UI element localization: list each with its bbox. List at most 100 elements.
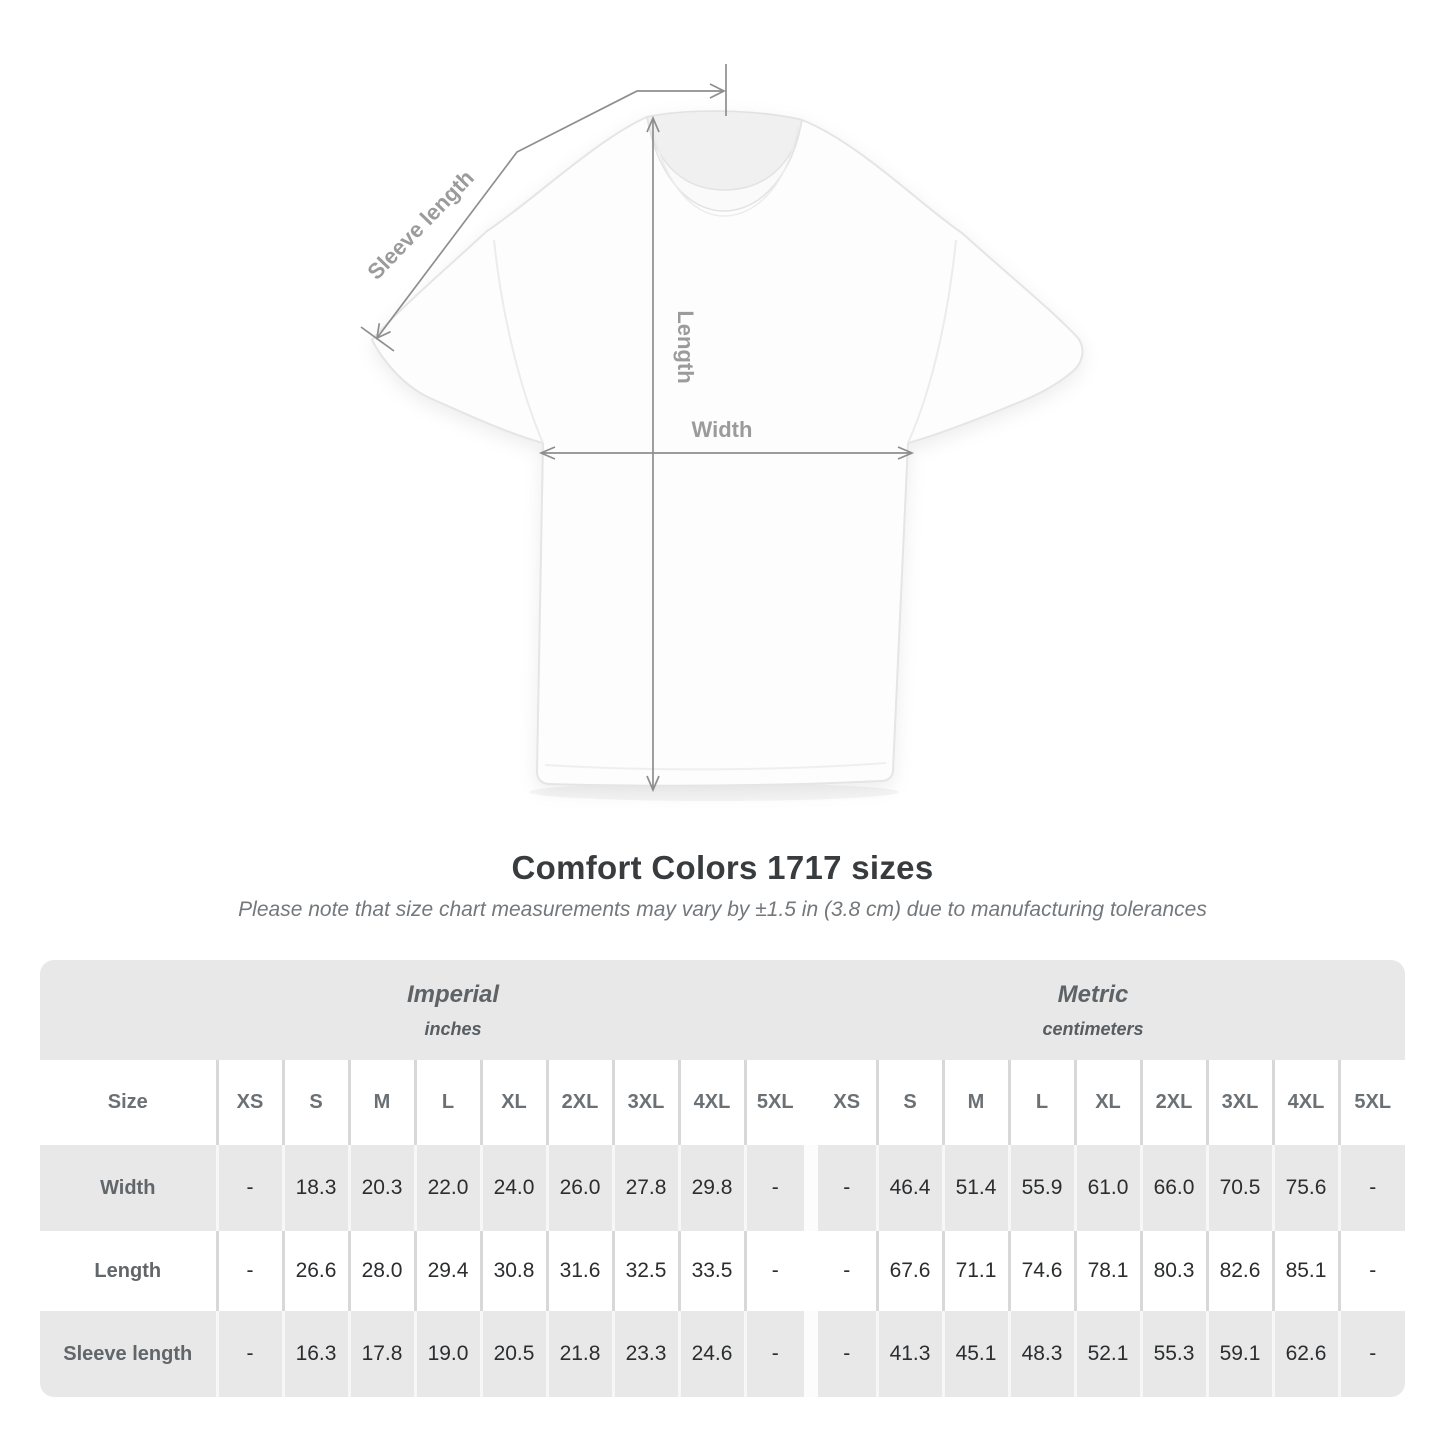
size-column-header: 2XL <box>545 1060 613 1145</box>
size-column-header: 4XL <box>677 1060 745 1145</box>
imperial-group-unit: inches <box>424 1018 482 1039</box>
hem-stitch-line <box>544 762 887 771</box>
size-column-header: S <box>281 1060 349 1145</box>
tshirt-size-diagram: Sleeve length Length Width <box>360 64 1084 801</box>
measurement-cell: 18.3 <box>281 1145 349 1231</box>
measurement-cell: 67.6 <box>875 1231 943 1311</box>
measurement-cell: 48.3 <box>1007 1311 1075 1397</box>
measurement-cell: 20.5 <box>479 1311 547 1397</box>
size-header-row: Size XS S M L XL 2XL 3XL 4XL 5XL XS S M L XL 2XL 3XL 4XL 5… <box>40 1060 1405 1145</box>
measurement-cell: 24.0 <box>479 1145 547 1231</box>
measurement-cell: 61.0 <box>1073 1145 1141 1231</box>
size-column-header: 2XL <box>1139 1060 1207 1145</box>
width-label: Width <box>692 417 753 442</box>
measurement-cell: 28.0 <box>347 1231 415 1311</box>
measurement-cell: 82.6 <box>1205 1231 1273 1311</box>
measurement-cell: 59.1 <box>1205 1311 1273 1397</box>
tshirt-graphic <box>370 110 1084 787</box>
measurement-cell: 70.5 <box>1205 1145 1273 1231</box>
metric-group-header: Metric centimeters <box>811 960 1405 1060</box>
page-subtitle: Please note that size chart measurements… <box>238 898 1207 921</box>
measurement-cell: 26.0 <box>545 1145 613 1231</box>
measurement-cell: 41.3 <box>875 1311 943 1397</box>
measurement-cell: 32.5 <box>611 1231 679 1311</box>
measurement-cell: 85.1 <box>1271 1231 1339 1311</box>
measurement-cell: 51.4 <box>941 1145 1009 1231</box>
imperial-group-name: Imperial <box>406 980 500 1008</box>
size-column-header: M <box>941 1060 1009 1145</box>
size-table-grid: Imperial inches Metric centimeters Size X… <box>40 960 1405 1397</box>
collar-stitch-line <box>651 123 799 217</box>
size-column-header: XL <box>1073 1060 1141 1145</box>
size-corner-header: Size <box>40 1060 217 1145</box>
measurement-cell: 16.3 <box>281 1311 349 1397</box>
size-column-header: 5XL <box>743 1060 811 1145</box>
measurement-cell: 66.0 <box>1139 1145 1207 1231</box>
size-column-header: XS <box>804 1060 877 1145</box>
row-label: Width <box>40 1145 217 1231</box>
length-dimension-line: Length <box>646 115 698 793</box>
size-column-header: 5XL <box>1337 1060 1405 1145</box>
right-sleeve-seam <box>907 239 957 444</box>
measurement-cell: 33.5 <box>677 1231 745 1311</box>
row-label: Length <box>40 1231 217 1311</box>
size-column-header: 4XL <box>1271 1060 1339 1145</box>
measurement-cell: 52.1 <box>1073 1311 1141 1397</box>
measurement-cell: - <box>215 1311 283 1397</box>
metric-group-unit: centimeters <box>1042 1018 1144 1039</box>
measurement-row: Width -18.3 20.3 22.0 24.0 26.0 27.8 29.8- -46.4… <box>40 1145 1405 1231</box>
size-column-header: XS <box>215 1060 283 1145</box>
size-column-header: XL <box>479 1060 547 1145</box>
measurement-cell: 29.4 <box>413 1231 481 1311</box>
measurement-cell: - <box>743 1311 811 1397</box>
width-dimension-line: Width <box>538 417 915 460</box>
measurement-cell: - <box>743 1231 811 1311</box>
measurement-cell: 17.8 <box>347 1311 415 1397</box>
measurement-cell: 20.3 <box>347 1145 415 1231</box>
shirt-body-outline <box>370 110 1084 787</box>
measurement-cell: - <box>1337 1145 1405 1231</box>
measurement-cell: - <box>804 1311 877 1397</box>
size-table: Imperial inches Metric centimeters Size X… <box>40 960 1405 1397</box>
size-column-header: 3XL <box>611 1060 679 1145</box>
measurement-cell: - <box>804 1145 877 1231</box>
size-column-header: 3XL <box>1205 1060 1273 1145</box>
measurement-cell: - <box>215 1231 283 1311</box>
measurement-cell: 80.3 <box>1139 1231 1207 1311</box>
measurement-cell: 24.6 <box>677 1311 745 1397</box>
size-column-header: L <box>413 1060 481 1145</box>
measurement-cell: 71.1 <box>941 1231 1009 1311</box>
measurement-cell: 22.0 <box>413 1145 481 1231</box>
measurement-cell: 75.6 <box>1271 1145 1339 1231</box>
measurement-row: Length -26.6 28.0 29.4 30.8 31.6 32.5 33.5- -67.… <box>40 1231 1405 1311</box>
measurement-cell: 45.1 <box>941 1311 1009 1397</box>
length-label: Length <box>673 310 698 383</box>
metric-group-name: Metric <box>1057 980 1129 1008</box>
measurement-cell: 29.8 <box>677 1145 745 1231</box>
measurement-cell: - <box>1337 1231 1405 1311</box>
size-column-header: M <box>347 1060 415 1145</box>
measurement-cell: - <box>743 1145 811 1231</box>
size-column-header: S <box>875 1060 943 1145</box>
measurement-cell: 23.3 <box>611 1311 679 1397</box>
measurement-cell: 30.8 <box>479 1231 547 1311</box>
measurement-cell: 27.8 <box>611 1145 679 1231</box>
measurement-cell: 62.6 <box>1271 1311 1339 1397</box>
shirt-shadow <box>529 783 899 801</box>
measurement-row: Sleeve length -16.3 17.8 19.0 20.5 21.8 23.3 24… <box>40 1311 1405 1397</box>
left-sleeve-seam <box>493 239 544 444</box>
measurement-cell: 55.9 <box>1007 1145 1075 1231</box>
measurement-cell: 46.4 <box>875 1145 943 1231</box>
measurement-cell: - <box>804 1231 877 1311</box>
measurement-cell: 19.0 <box>413 1311 481 1397</box>
collar-band <box>646 116 803 212</box>
imperial-group-header: Imperial inches <box>40 960 811 1060</box>
measurement-cell: 21.8 <box>545 1311 613 1397</box>
measurement-cell: - <box>215 1145 283 1231</box>
unit-group-row: Imperial inches Metric centimeters <box>40 960 1405 1060</box>
measurement-cell: 78.1 <box>1073 1231 1141 1311</box>
measurement-cell: 26.6 <box>281 1231 349 1311</box>
measurement-cell: - <box>1337 1311 1405 1397</box>
measurement-cell: 74.6 <box>1007 1231 1075 1311</box>
page-title: Comfort Colors 1717 sizes <box>511 849 934 886</box>
